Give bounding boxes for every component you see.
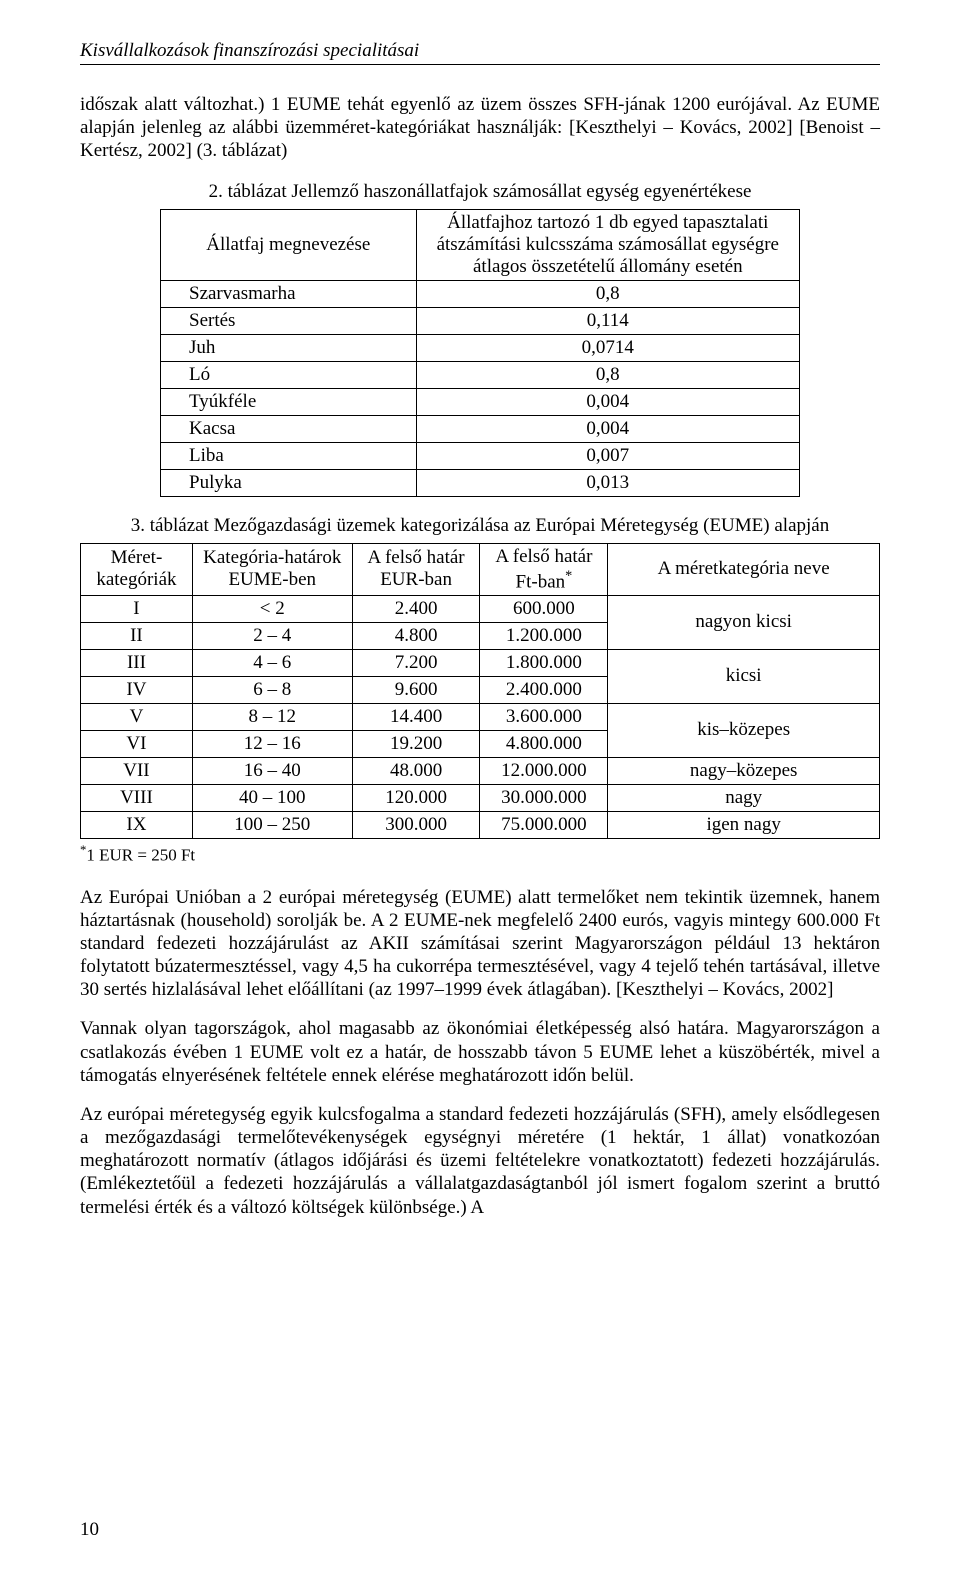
table-1-header-col1: Állatfaj megnevezése: [161, 209, 417, 280]
table-2-cell: IX: [81, 811, 193, 838]
table-1-cell-value: 0,004: [416, 415, 799, 442]
table-2-row: III 4 – 6 7.200 1.800.000 kicsi: [81, 649, 880, 676]
table-1-row: Szarvasmarha0,8: [161, 280, 800, 307]
table-2-cell: III: [81, 649, 193, 676]
table-2-cell-catname: nagy: [608, 784, 880, 811]
table-1-cell-value: 0,004: [416, 388, 799, 415]
paragraph-1: időszak alatt változhat.) 1 EUME tehát e…: [80, 93, 880, 163]
table-2-cell: 4.800: [352, 622, 480, 649]
table-2-footnote: *1 EUR = 250 Ft: [80, 843, 880, 866]
table-2-caption: 3. táblázat Mezőgazdasági üzemek kategor…: [80, 515, 880, 537]
table-2-cell-catname: nagy–közepes: [608, 757, 880, 784]
table-1-cell-value: 0,8: [416, 361, 799, 388]
table-2-cell: 12 – 16: [192, 730, 352, 757]
table-2-cell: 6 – 8: [192, 676, 352, 703]
table-2-header-col1: Méret- kategóriák: [81, 543, 193, 595]
table-2-header-col3: A felső határ EUR-ban: [352, 543, 480, 595]
table-2-cell: 48.000: [352, 757, 480, 784]
table-1-cell-value: 0,114: [416, 307, 799, 334]
table-1-cell-name: Tyúkféle: [161, 388, 417, 415]
table-2-cell: 12.000.000: [480, 757, 608, 784]
table-1-cell-name: Liba: [161, 442, 417, 469]
table-2-cell: 30.000.000: [480, 784, 608, 811]
table-1-cell-name: Sertés: [161, 307, 417, 334]
table-2-row: I < 2 2.400 600.000 nagyon kicsi: [81, 595, 880, 622]
table-2-cell-catname: kis–közepes: [608, 703, 880, 757]
running-head: Kisvállalkozások finanszírozási speciali…: [80, 40, 880, 65]
table-2-row: VIII 40 – 100 120.000 30.000.000 nagy: [81, 784, 880, 811]
table-2-row: IX 100 – 250 300.000 75.000.000 igen nag…: [81, 811, 880, 838]
table-2-header-col2: Kategória-határok EUME-ben: [192, 543, 352, 595]
table-2-cell: IV: [81, 676, 193, 703]
table-2-cell: 19.200: [352, 730, 480, 757]
table-1-row: Sertés0,114: [161, 307, 800, 334]
table-2-cell: 8 – 12: [192, 703, 352, 730]
table-1-row: Tyúkféle0,004: [161, 388, 800, 415]
table-1-row: Juh0,0714: [161, 334, 800, 361]
table-2-cell: 2 – 4: [192, 622, 352, 649]
table-1-cell-name: Szarvasmarha: [161, 280, 417, 307]
table-2-cell: 7.200: [352, 649, 480, 676]
table-1-cell-value: 0,0714: [416, 334, 799, 361]
table-1-cell-value: 0,8: [416, 280, 799, 307]
table-2-cell: 300.000: [352, 811, 480, 838]
table-2-cell: < 2: [192, 595, 352, 622]
table-2-cell: 75.000.000: [480, 811, 608, 838]
table-2-cell: 14.400: [352, 703, 480, 730]
page-number: 10: [80, 1519, 99, 1541]
table-2-cell: 1.800.000: [480, 649, 608, 676]
table-2-cell: 40 – 100: [192, 784, 352, 811]
table-1-row: Kacsa0,004: [161, 415, 800, 442]
paragraph-4: Az európai méretegység egyik kulcsfogalm…: [80, 1103, 880, 1219]
table-2-cell: VIII: [81, 784, 193, 811]
table-1-row: Liba0,007: [161, 442, 800, 469]
table-2-row: VII 16 – 40 48.000 12.000.000 nagy–közep…: [81, 757, 880, 784]
table-1-cell-name: Ló: [161, 361, 417, 388]
table-2-cell-catname: nagyon kicsi: [608, 595, 880, 649]
document-page: Kisvállalkozások finanszírozási speciali…: [0, 0, 960, 1569]
table-2-cell: 9.600: [352, 676, 480, 703]
table-1-cell-name: Juh: [161, 334, 417, 361]
table-1-row: Ló0,8: [161, 361, 800, 388]
table-1-row: Pulyka0,013: [161, 469, 800, 496]
table-2-header-col4: A felső határ Ft-ban*: [480, 543, 608, 595]
table-2-cell: 100 – 250: [192, 811, 352, 838]
table-2-cell: VI: [81, 730, 193, 757]
table-1-cell-name: Pulyka: [161, 469, 417, 496]
table-1-cell-value: 0,007: [416, 442, 799, 469]
table-2-cell: 3.600.000: [480, 703, 608, 730]
table-2-header-row: Méret- kategóriák Kategória-határok EUME…: [81, 543, 880, 595]
table-2-cell-catname: igen nagy: [608, 811, 880, 838]
paragraph-2: Az Európai Unióban a 2 európai méretegys…: [80, 886, 880, 1002]
table-2-cell: 120.000: [352, 784, 480, 811]
table-2-cell: 2.400.000: [480, 676, 608, 703]
table-1-caption: 2. táblázat Jellemző haszonállatfajok sz…: [80, 181, 880, 203]
table-2-cell: 2.400: [352, 595, 480, 622]
table-2-header-col5: A méretkategória neve: [608, 543, 880, 595]
table-1: Állatfaj megnevezése Állatfajhoz tartozó…: [160, 209, 800, 497]
table-1-cell-value: 0,013: [416, 469, 799, 496]
table-2-row: V 8 – 12 14.400 3.600.000 kis–közepes: [81, 703, 880, 730]
table-2-cell: 16 – 40: [192, 757, 352, 784]
table-2-cell: 4 – 6: [192, 649, 352, 676]
table-2-cell: 1.200.000: [480, 622, 608, 649]
table-1-cell-name: Kacsa: [161, 415, 417, 442]
table-1-header-col2: Állatfajhoz tartozó 1 db egyed tapasztal…: [416, 209, 799, 280]
table-2-cell: 4.800.000: [480, 730, 608, 757]
table-2-cell: VII: [81, 757, 193, 784]
paragraph-3: Vannak olyan tagországok, ahol magasabb …: [80, 1017, 880, 1087]
table-2-cell: I: [81, 595, 193, 622]
table-1-header-row: Állatfaj megnevezése Állatfajhoz tartozó…: [161, 209, 800, 280]
table-2-cell: II: [81, 622, 193, 649]
table-2-cell: 600.000: [480, 595, 608, 622]
table-2-cell: V: [81, 703, 193, 730]
table-2: Méret- kategóriák Kategória-határok EUME…: [80, 543, 880, 839]
table-2-cell-catname: kicsi: [608, 649, 880, 703]
